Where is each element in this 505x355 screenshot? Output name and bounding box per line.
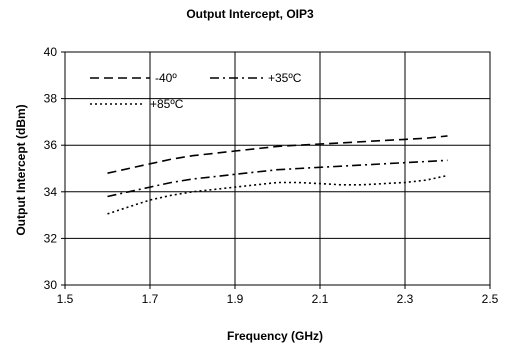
x-tick-label: 2.3 <box>397 292 414 306</box>
legend-label-2: +85ºC <box>150 97 184 111</box>
legend: -40º +35ºC +85ºC <box>90 71 302 111</box>
series-line-1 <box>107 159 448 198</box>
x-axis-label: Frequency (GHz) <box>227 329 323 343</box>
series-line-0 <box>107 135 448 174</box>
y-tick-label: 34 <box>44 185 58 199</box>
x-tick-label: 2.1 <box>312 292 329 306</box>
series-line-2 <box>107 174 448 215</box>
legend-label-1: +35ºC <box>268 71 302 85</box>
series-lines <box>107 135 448 215</box>
y-tick-label: 36 <box>44 138 58 152</box>
plot-frame <box>64 51 491 286</box>
y-tick-label: 38 <box>44 92 58 106</box>
grid-lines <box>61 51 491 289</box>
x-tick-label: 2.5 <box>482 292 499 306</box>
y-tick-label: 32 <box>44 231 58 245</box>
y-tick-labels: 30 32 34 36 38 40 <box>44 45 58 292</box>
chart-title: Output Intercept, OIP3 <box>186 7 314 21</box>
x-tick-label: 1.9 <box>227 292 244 306</box>
x-tick-labels: 1.5 1.7 1.9 2.1 2.3 2.5 <box>57 292 499 306</box>
x-tick-label: 1.5 <box>57 292 74 306</box>
y-tick-label: 40 <box>44 45 58 59</box>
legend-label-0: -40º <box>155 71 177 85</box>
y-tick-label: 30 <box>44 278 58 292</box>
y-axis-label: Output Intercept (dBm) <box>14 104 28 235</box>
x-tick-label: 1.7 <box>142 292 159 306</box>
